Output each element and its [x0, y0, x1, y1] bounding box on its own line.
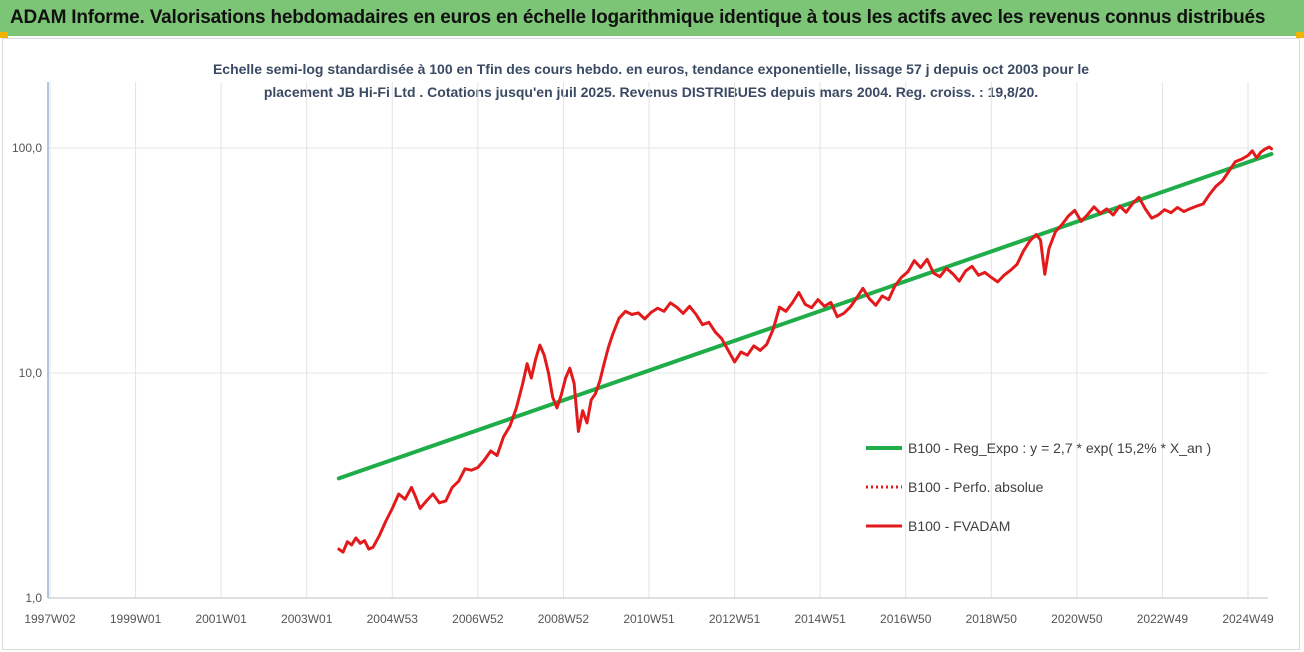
x-tick-label: 2008W52	[538, 612, 590, 626]
x-tick-label: 2016W50	[880, 612, 932, 626]
legend-label-2: B100 - FVADAM	[908, 518, 1010, 534]
x-tick-label: 1997W02	[24, 612, 76, 626]
y-tick-label: 100,0	[12, 141, 42, 155]
x-tick-label: 2010W51	[623, 612, 675, 626]
corner-marker-right	[1296, 32, 1304, 38]
report-title: ADAM Informe. Valorisations hebdomadaire…	[10, 7, 1266, 28]
chart-area	[2, 38, 1300, 650]
axes: 1,0 10,0 100,0 1997W02 1999W01 2001W01 2003W01…	[12, 82, 1274, 626]
series-line-2	[337, 145, 1273, 554]
report-header: ADAM Informe. Valorisations hebdomadaire…	[0, 0, 1304, 36]
x-tick-label: 2003W01	[281, 612, 333, 626]
x-tick-label: 2014W51	[794, 612, 846, 626]
legend-label-1: B100 - Perfo. absolue	[908, 479, 1044, 495]
x-tick-label: 2006W52	[452, 612, 504, 626]
x-tick-label: 2020W50	[1051, 612, 1103, 626]
y-tick-label: 10,0	[19, 366, 43, 380]
legend: B100 - Reg_Expo : y = 2,7 * exp( 15,2% *…	[866, 440, 1211, 534]
x-tick-label: 2022W49	[1137, 612, 1189, 626]
series-line-0	[336, 152, 1274, 481]
grid	[48, 82, 1268, 599]
subtitle-line-1: Echelle semi-log standardisée à 100 en T…	[213, 61, 1089, 77]
chart-subtitle: Echelle semi-log standardisée à 100 en T…	[213, 61, 1089, 100]
corner-marker-left	[0, 32, 8, 38]
x-tick-label: 2018W50	[966, 612, 1018, 626]
x-tick-label: 2024W49	[1222, 612, 1274, 626]
series-layer	[336, 145, 1274, 554]
x-tick-label: 1999W01	[110, 612, 162, 626]
x-tick-label: 2001W01	[195, 612, 247, 626]
legend-label-0: B100 - Reg_Expo : y = 2,7 * exp( 15,2% *…	[908, 440, 1211, 456]
subtitle-line-2: placement JB Hi-Fi Ltd . Cotations jusqu…	[264, 84, 1038, 100]
x-tick-label: 2012W51	[709, 612, 761, 626]
x-tick-label: 2004W53	[367, 612, 419, 626]
y-tick-label: 1,0	[25, 591, 42, 605]
